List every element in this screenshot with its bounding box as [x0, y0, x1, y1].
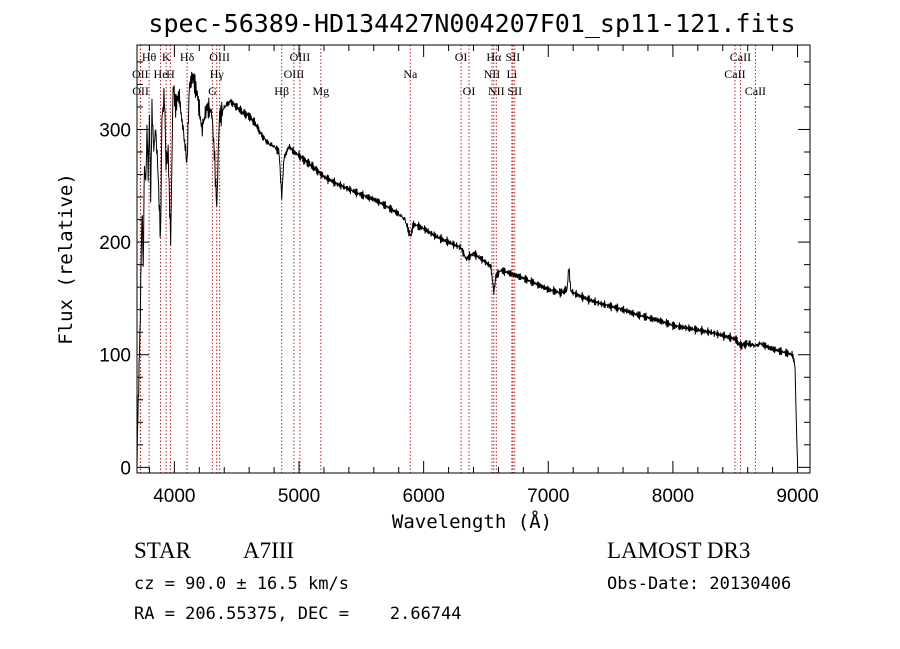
spectrum-line — [136, 71, 799, 472]
line-label-3: Hθ — [142, 50, 157, 64]
object-class: STAR — [134, 538, 191, 563]
line-label-12: OII — [132, 84, 149, 98]
line-label-19: NII — [488, 84, 505, 98]
line-label-5: He — [154, 67, 168, 81]
x-axis-ticks: 4000 5000 6000 7000 8000 9000 — [148, 45, 819, 507]
line-label-24: CaII — [730, 50, 751, 64]
y-tick-label-0: 0 — [120, 458, 131, 479]
x-tick-label-3: 7000 — [527, 486, 569, 507]
x-tick-label-1: 5000 — [278, 486, 320, 507]
line-label-15: OIII — [290, 50, 311, 64]
y-tick-label-2: 200 — [99, 233, 131, 254]
line-label-22: Li — [507, 67, 518, 81]
line-label-21: SII — [507, 84, 522, 98]
x-tick-label-4: 8000 — [652, 486, 694, 507]
line-label-1: Hγ — [210, 67, 225, 81]
y-axis-label: Flux (relative) — [55, 173, 77, 345]
x-axis-label: Wavelength (Å) — [392, 510, 552, 533]
line-label-13: OIII — [209, 50, 230, 64]
line-label-18: NII — [484, 67, 501, 81]
line-label-8: G — [208, 84, 217, 98]
line-label-11: OII — [132, 67, 149, 81]
line-label-17: OI — [463, 84, 476, 98]
line-label-25: CaII — [745, 84, 766, 98]
y-tick-label-1: 100 — [99, 346, 131, 367]
line-label-16: OI — [455, 50, 468, 64]
x-tick-label-0: 4000 — [153, 486, 195, 507]
line-label-7: H — [166, 67, 175, 81]
spectral-line-markers — [139, 45, 756, 473]
line-label-4: Hα — [486, 50, 502, 64]
y-tick-label-3: 300 — [99, 120, 131, 141]
y-axis-ticks: 0 100 200 300 — [99, 61, 810, 479]
x-tick-label-5: 9000 — [776, 486, 818, 507]
x-tick-label-2: 6000 — [403, 486, 445, 507]
spectrum-series — [136, 71, 799, 472]
line-label-9: Mg — [312, 84, 329, 98]
spectral-line-labels: Hβ Hγ Hδ Hθ Hα He KH G Mg Na OII OII OIII OIII OIII OI O… — [132, 50, 766, 98]
chart-title: spec-56389-HD134427N004207F01_sp11-121.f… — [148, 9, 795, 38]
line-label-2: Hδ — [180, 50, 195, 64]
observation-date: Obs-Date: 20130406 — [607, 574, 792, 594]
spectral-subclass: A7III — [243, 538, 295, 563]
line-label-6: K — [162, 50, 171, 64]
survey-name: LAMOST DR3 — [607, 538, 751, 563]
line-label-10: Na — [403, 67, 418, 81]
line-label-23: CaII — [724, 67, 745, 81]
line-label-14: OIII — [284, 67, 305, 81]
line-label-20: SII — [506, 50, 521, 64]
coordinates: RA = 206.55375, DEC = 2.66744 — [134, 604, 462, 624]
redshift-value: cz = 90.0 ± 16.5 km/s — [134, 574, 349, 594]
line-label-0: Hβ — [274, 84, 289, 98]
